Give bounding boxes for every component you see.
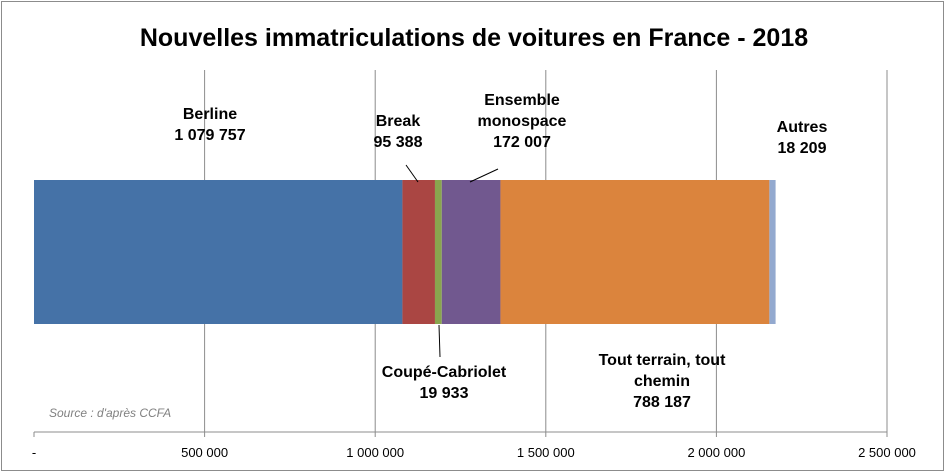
bar-segment [34,180,403,324]
x-tick-label: 2 000 000 [687,445,745,460]
bar-segment [441,180,501,324]
bar-segments [34,180,776,324]
data-label: Tout terrain, tout chemin 788 187 [599,352,726,411]
x-tick-label: 500 000 [181,445,228,460]
x-tick-label: 1 000 000 [346,445,404,460]
data-label: Coupé-Cabriolet 19 933 [382,364,507,402]
x-tick-label: 1 500 000 [517,445,575,460]
bar-segment [434,180,442,324]
source-note: Source : d'après CCFA [49,406,171,420]
data-label: Berline 1 079 757 [174,106,245,144]
data-label: Ensemble monospace 172 007 [478,92,567,151]
bar-segment [500,180,770,324]
leader-line [405,164,419,183]
data-labels: Berline 1 079 757 Break 95 388 Coupé-Cabriol… [174,92,827,411]
bar-segment [769,180,776,324]
bar-segment [402,180,435,324]
leader-line [469,168,499,183]
chart-title: Nouvelles immatriculations de voitures e… [140,24,808,52]
x-tick-label: 2 500 000 [858,445,916,460]
x-axis: - 500 000 1 000 000 1 500 000 2 000 000 2 500… [32,431,916,460]
leader-line [438,324,441,358]
x-tick-label: - [32,445,36,460]
data-label: Autres 18 209 [777,119,828,157]
data-label: Break 95 388 [374,113,423,151]
